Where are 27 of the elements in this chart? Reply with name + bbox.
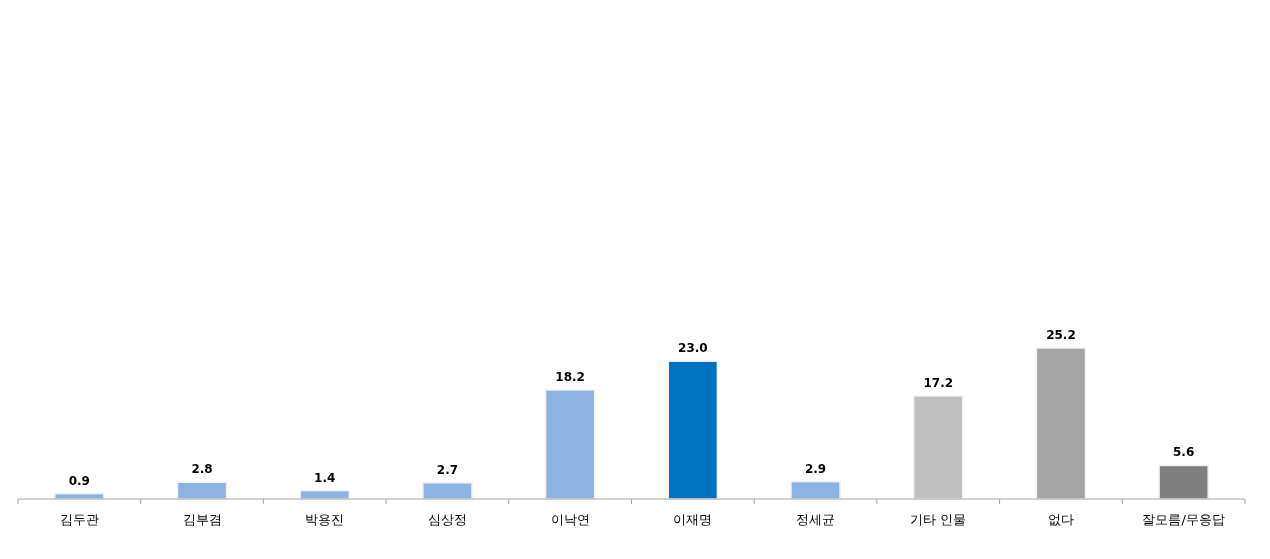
data-label: 2.9 (804, 461, 827, 476)
bar (912, 395, 964, 500)
bar (667, 360, 719, 500)
bar (790, 480, 841, 500)
x-tick-label: 잘모름/무응답 (1142, 512, 1225, 527)
bar (544, 389, 596, 500)
x-tick-label: 기타 인물 (910, 512, 967, 527)
x-tick-label: 심상정 (427, 512, 467, 527)
bar (176, 481, 228, 500)
x-tick-label: 이낙연 (550, 512, 590, 527)
bar (422, 482, 473, 500)
x-tick-label: 이재명 (673, 512, 713, 527)
bar (1158, 464, 1209, 500)
data-label: 25.2 (1046, 328, 1076, 342)
x-tick-label: 없다 (1047, 512, 1074, 527)
x-tick-label: 정세균 (796, 512, 836, 527)
data-label: 2.7 (436, 462, 459, 477)
data-label: 1.4 (314, 470, 336, 485)
data-label: 17.2 (923, 375, 954, 390)
data-label: 18.2 (555, 369, 585, 384)
x-tick-label: 박용진 (305, 512, 345, 527)
x-tick-label: 김두관 (59, 512, 99, 527)
data-label: 2.8 (191, 462, 213, 477)
data-label: 5.6 (1173, 445, 1195, 460)
data-label: 0.9 (68, 473, 90, 488)
x-tick-label: 김부겸 (182, 512, 222, 527)
data-label: 23.0 (678, 341, 708, 356)
